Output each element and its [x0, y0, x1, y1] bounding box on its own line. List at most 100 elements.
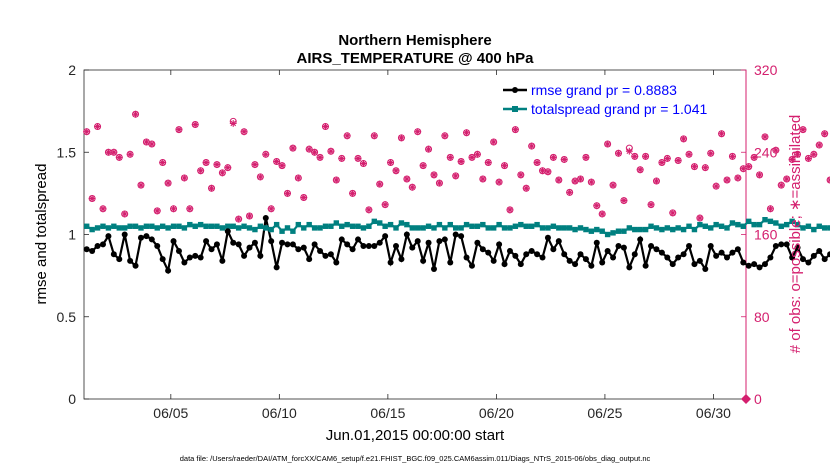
obs-assimilated-point — [528, 142, 536, 150]
totalspread-point — [718, 223, 725, 229]
totalspread-point — [800, 225, 806, 231]
totalspread-point — [442, 225, 448, 231]
rmse-point — [658, 249, 665, 256]
rmse-point — [751, 261, 758, 268]
rmse-point — [393, 243, 400, 250]
rmse-point — [642, 262, 649, 269]
rmse-point — [561, 251, 568, 258]
obs-assimilated-point — [408, 183, 416, 191]
obs-assimilated-point — [474, 150, 481, 158]
obs-assimilated-point — [132, 110, 139, 118]
obs-assimilated-point — [522, 184, 530, 192]
totalspread-point — [132, 223, 139, 229]
obs-assimilated-point — [577, 175, 584, 183]
rmse-point — [512, 252, 519, 259]
rmse-point — [175, 247, 182, 254]
rmse-point — [289, 241, 296, 248]
obs-assimilated-point — [718, 130, 725, 138]
rmse-point — [137, 234, 144, 241]
obs-assimilated-point — [674, 157, 682, 164]
rmse-point — [620, 244, 627, 251]
totalspread-point — [610, 230, 616, 236]
obs-assimilated-point — [794, 150, 801, 158]
rmse-point — [496, 241, 503, 248]
obs-assimilated-point — [191, 121, 199, 128]
x-tick-label: 06/20 — [479, 405, 514, 421]
rmse-point — [631, 251, 638, 258]
obs-assimilated-point — [582, 153, 590, 161]
rmse-point — [219, 257, 226, 264]
rmse-point — [599, 259, 606, 266]
obs-assimilated-point — [159, 159, 167, 166]
totalspread-point — [149, 223, 155, 229]
obs-assimilated-point — [712, 182, 720, 190]
rmse-point — [273, 264, 280, 271]
totalspread-point — [355, 223, 361, 229]
totalspread-point — [116, 225, 122, 231]
totalspread-point — [366, 223, 372, 229]
rmse-point — [528, 247, 535, 254]
totalspread-point — [637, 226, 643, 233]
totalspread-point — [252, 226, 258, 233]
totalspread-point — [773, 220, 779, 226]
totalspread-point — [301, 225, 307, 231]
totalspread-point — [214, 223, 220, 229]
obs-assimilated-point — [723, 176, 731, 184]
totalspread-point — [170, 223, 177, 229]
rmse-point — [262, 215, 269, 222]
rmse-point — [365, 243, 372, 250]
totalspread-point — [344, 221, 350, 228]
rmse-point — [387, 259, 394, 266]
rmse-point — [772, 243, 779, 250]
obs-assimilated-point — [240, 128, 248, 136]
obs-assimilated-point — [441, 132, 449, 140]
x-axis-label: Jun.01,2015 00:00:00 start — [326, 427, 505, 444]
y-right-tick-label: 160 — [754, 227, 778, 243]
obs-assimilated-point — [392, 167, 400, 175]
totalspread-point — [159, 223, 166, 229]
obs-assimilated-point — [750, 153, 758, 161]
rmse-point — [637, 236, 644, 243]
obs-assimilated-point — [533, 159, 541, 166]
rmse-point — [648, 243, 655, 250]
totalspread-point — [284, 225, 291, 231]
obs-assimilated-point — [539, 167, 546, 175]
obs-assimilated-point — [511, 126, 519, 134]
totalspread-point — [561, 225, 567, 231]
obs-assimilated-point — [777, 181, 785, 189]
obs-assimilated-point — [229, 120, 237, 127]
y-right-tick-label: 240 — [754, 144, 778, 160]
totalspread-point — [528, 223, 535, 229]
totalspread-point — [821, 225, 828, 231]
totalspread-point — [490, 225, 497, 231]
obs-assimilated-point — [224, 164, 232, 172]
obs-assimilated-point — [305, 145, 313, 153]
totalspread-point — [746, 218, 752, 225]
obs-assimilated-point — [246, 212, 253, 220]
rmse-point — [675, 254, 682, 261]
rmse-point — [338, 236, 345, 243]
totalspread-line — [86, 218, 830, 236]
totalspread-point — [404, 221, 410, 228]
totalspread-point — [89, 226, 95, 233]
totalspread-point — [225, 223, 231, 229]
x-tick-label: 06/05 — [153, 405, 188, 421]
obs-assimilated-point — [805, 155, 812, 162]
rmse-point — [566, 257, 573, 264]
totalspread-point — [377, 220, 383, 226]
rmse-point — [143, 233, 150, 240]
rmse-point — [707, 243, 714, 250]
y-axis-right-label: # of obs: o=possible; ∗=assimilated — [787, 115, 804, 354]
obs-assimilated-point — [691, 163, 698, 171]
rmse-point — [94, 243, 101, 250]
rmse-point — [203, 238, 210, 245]
obs-assimilated-point — [110, 148, 118, 156]
obs-assimilated-point — [544, 168, 552, 176]
rmse-point — [588, 262, 595, 269]
totalspread-point — [724, 225, 730, 231]
rmse-point — [810, 252, 817, 259]
totalspread-point — [447, 221, 453, 228]
totalspread-point — [577, 225, 584, 231]
obs-assimilated-point — [506, 206, 514, 214]
totalspread-point — [512, 223, 519, 229]
